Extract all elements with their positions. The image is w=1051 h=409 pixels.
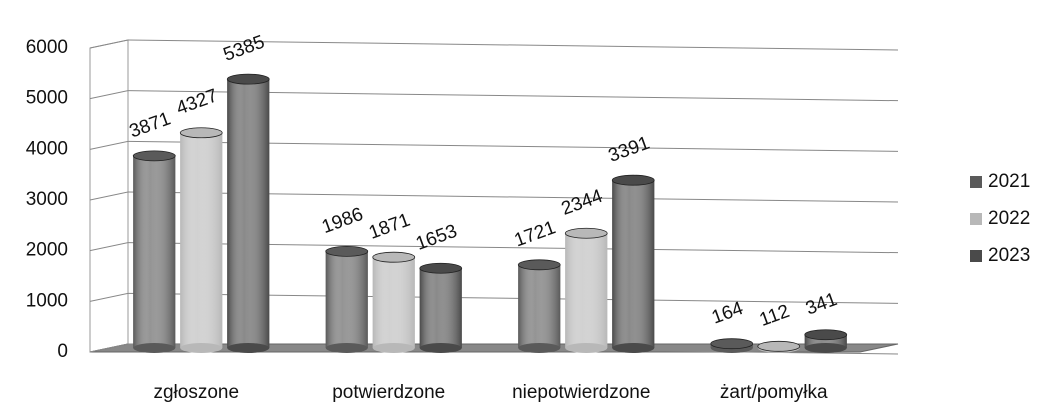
bar-top bbox=[179, 127, 223, 139]
bar-base bbox=[133, 343, 176, 353]
legend-label: 2022 bbox=[988, 208, 1030, 229]
legend-label: 2023 bbox=[988, 245, 1030, 266]
data-label: 164 bbox=[709, 298, 746, 329]
x-tick-label: niepotwierdzone bbox=[512, 382, 650, 403]
bar-top bbox=[372, 251, 416, 263]
bar-top bbox=[226, 73, 270, 85]
data-label: 1986 bbox=[319, 204, 366, 238]
grid-line bbox=[89, 90, 129, 100]
bar-top bbox=[710, 338, 754, 350]
bar-top bbox=[132, 150, 176, 162]
bar-shade bbox=[372, 257, 415, 348]
y-tick-label: 0 bbox=[57, 341, 68, 362]
y-tick-label: 4000 bbox=[26, 138, 68, 159]
bar-shade bbox=[227, 79, 270, 348]
bar-top bbox=[325, 245, 369, 257]
bar-base bbox=[180, 343, 223, 353]
legend-swatch bbox=[970, 250, 982, 262]
bar-top bbox=[757, 340, 801, 352]
bar-top bbox=[419, 262, 463, 274]
legend-swatch bbox=[970, 176, 982, 188]
data-label: 1871 bbox=[366, 210, 413, 244]
bar-shade bbox=[325, 251, 368, 348]
bar-top bbox=[517, 259, 561, 271]
grid-line bbox=[89, 140, 129, 150]
grid-line bbox=[89, 242, 129, 252]
y-tick-label: 6000 bbox=[26, 37, 68, 58]
bar-base bbox=[227, 343, 270, 353]
bar-top bbox=[611, 174, 655, 186]
data-label: 1721 bbox=[512, 217, 559, 251]
bar-base bbox=[804, 343, 847, 353]
grid-line bbox=[89, 292, 129, 302]
bar-top bbox=[564, 227, 608, 239]
bar-base bbox=[518, 343, 561, 353]
grid-line bbox=[127, 39, 899, 51]
data-label: 1653 bbox=[413, 221, 460, 255]
legend-label: 2021 bbox=[988, 171, 1030, 192]
bar-base bbox=[565, 343, 608, 353]
y-tick-label: 5000 bbox=[26, 88, 68, 109]
y-tick-label: 1000 bbox=[26, 290, 68, 311]
x-tick-label: potwierdzone bbox=[332, 382, 445, 403]
bar-base bbox=[612, 343, 655, 353]
bar-top bbox=[804, 329, 848, 341]
grid-line bbox=[89, 343, 129, 353]
bar-shade bbox=[565, 233, 608, 348]
x-tick-label: zgłoszone bbox=[153, 382, 239, 403]
bar-base bbox=[372, 343, 415, 353]
grid-line bbox=[89, 191, 129, 201]
data-label: 2344 bbox=[559, 186, 606, 220]
grid-line bbox=[89, 39, 129, 49]
bar-base bbox=[419, 343, 462, 353]
y-tick-label: 2000 bbox=[26, 240, 68, 261]
bar-shade bbox=[518, 264, 561, 348]
bar-shade bbox=[133, 155, 176, 348]
data-label: 5385 bbox=[221, 32, 268, 66]
data-label: 3391 bbox=[606, 133, 653, 167]
bar-shade bbox=[180, 132, 223, 348]
x-tick-label: żart/pomyłka bbox=[720, 382, 828, 403]
data-label: 341 bbox=[803, 289, 840, 320]
legend-swatch bbox=[970, 213, 982, 225]
bar-shade bbox=[612, 180, 655, 348]
data-label: 112 bbox=[757, 301, 793, 331]
bar-base bbox=[325, 343, 368, 353]
data-label: 4327 bbox=[174, 85, 221, 119]
y-tick-label: 3000 bbox=[26, 189, 68, 210]
bar-shade bbox=[419, 268, 462, 348]
data-label: 3871 bbox=[127, 108, 174, 142]
